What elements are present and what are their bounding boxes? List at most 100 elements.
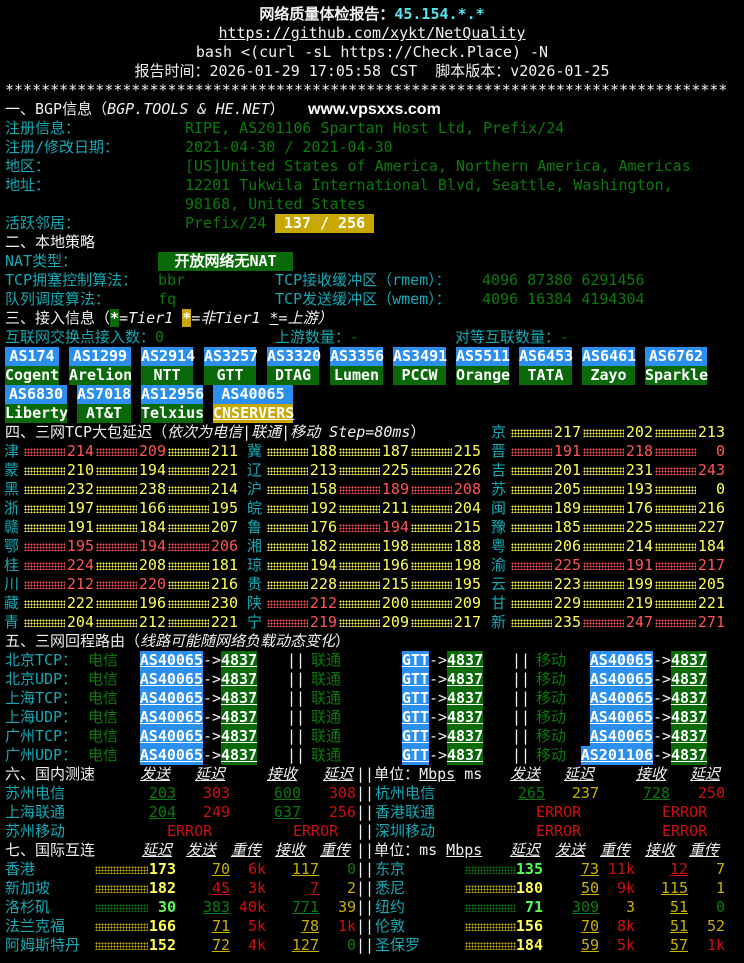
latency-value: 189 [553, 499, 581, 517]
province-name: 陕 [247, 594, 263, 612]
province-name: 晋 [491, 442, 507, 460]
speed-latency: 303 [202, 784, 230, 802]
latency-value: 192 [309, 499, 337, 517]
latency-dots [655, 543, 696, 551]
speed-mbps: 637 [273, 803, 301, 821]
legend-tier1: =Tier1 [119, 309, 183, 327]
route-hop-as: AS40065 [139, 670, 203, 689]
as-number: AS1299 [69, 347, 131, 366]
as-provider-name: Zayo [582, 366, 635, 385]
intl-send: 71 [211, 917, 230, 935]
column-header: 重传 [600, 841, 631, 859]
latency-value: 206 [210, 537, 238, 555]
intl-retrans: 5k [616, 936, 635, 954]
route-arrow: -> [429, 708, 448, 726]
route-separator: || [287, 670, 306, 688]
latency-dots [655, 448, 696, 456]
section-routes-title: 五、三网回程路由（线路可能随网络负载动态变化） [5, 632, 350, 651]
latency-value: 209 [381, 613, 409, 631]
carrier-label: 电信 [88, 746, 119, 764]
latency-dots [511, 524, 552, 532]
column-header: 重传 [320, 841, 351, 859]
section-domestic-title: 六、国内测速 [5, 765, 96, 783]
latency-value: 205 [697, 575, 725, 593]
latency-dots [411, 581, 452, 589]
province-name: 豫 [491, 518, 507, 536]
latency-value: 184 [138, 518, 166, 536]
routes-note: 线路可能随网络负载动态变化 [140, 632, 336, 650]
intl-send: 73 [580, 860, 599, 878]
latency-dots [511, 581, 552, 589]
column-separator: || [356, 784, 375, 802]
province-name: 赣 [4, 518, 20, 536]
route-hop-as: GTT [401, 689, 429, 708]
latency-value: 196 [138, 594, 166, 612]
latency-dots [339, 505, 380, 513]
latency-dots [583, 581, 624, 589]
intl-latency: 182 [148, 879, 176, 897]
latency-value: 202 [625, 423, 653, 441]
latency-value: 229 [553, 594, 581, 612]
as-provider-name: Cogent [5, 366, 60, 385]
as-number: AS2914 [141, 347, 196, 366]
latency-value: 204 [66, 613, 94, 631]
carrier-label: 联通 [311, 746, 342, 764]
province-name: 湘 [247, 537, 263, 555]
repo-link[interactable]: https://github.com/xykt/NetQuality [218, 24, 526, 42]
route-arrow: -> [429, 670, 448, 688]
unit-mbps: Mbps [446, 841, 483, 859]
latency-dots [339, 600, 380, 608]
as-provider-name: GTT [204, 366, 256, 385]
latency-value: 215 [381, 575, 409, 593]
latency-value: 201 [553, 461, 581, 479]
latency-dots [267, 524, 308, 532]
latency-note: 依次为电信|联通|移动 Step=80ms [167, 423, 411, 441]
report-time: 2026-01-29 17:05:58 CST [209, 62, 418, 80]
as-provider-name: Liberty [5, 404, 69, 423]
latency-dots [24, 581, 65, 589]
latency-value: 214 [66, 442, 94, 460]
report-title-label: 网络质量体检报告： [259, 5, 395, 23]
separator-line: ****************************************… [5, 81, 728, 99]
route-arrow: -> [203, 746, 222, 764]
intl-send: 59 [580, 936, 599, 954]
province-name: 冀 [247, 442, 263, 460]
route-label: 广州TCP： [5, 727, 78, 745]
route-arrow: -> [653, 651, 672, 669]
latency-dots [583, 543, 624, 551]
latency-dots [465, 866, 516, 874]
as-number: AS6830 [5, 385, 67, 404]
route-arrow: -> [429, 689, 448, 707]
latency-dots [583, 619, 624, 627]
latency-value: 219 [309, 613, 337, 631]
latency-dots [411, 486, 452, 494]
latency-dots [411, 467, 452, 475]
speed-location: 上海联通 [5, 803, 66, 821]
latency-value: 225 [381, 461, 409, 479]
latency-value: 215 [453, 518, 481, 536]
route-separator: || [512, 708, 531, 726]
cc-label: TCP拥塞控制算法： [5, 271, 138, 289]
dates-label: 注册/修改日期： [5, 138, 120, 156]
intl-send: 309 [571, 898, 599, 916]
latency-dots [96, 543, 137, 551]
latency-value: 194 [381, 518, 409, 536]
latency-dots [24, 543, 65, 551]
latency-value: 215 [453, 442, 481, 460]
latency-dots [267, 600, 308, 608]
latency-value: 228 [309, 575, 337, 593]
intl-retrans: 1 [715, 879, 725, 897]
latency-value: 222 [66, 594, 94, 612]
column-header: 发送 [510, 765, 541, 783]
latency-value: 158 [309, 480, 337, 498]
intl-retrans: 6k [247, 860, 266, 878]
column-header: 延迟 [195, 765, 226, 783]
route-hop-isp: 4837 [221, 651, 258, 670]
latency-dots [96, 524, 137, 532]
latency-dots [511, 486, 552, 494]
route-arrow: -> [653, 727, 672, 745]
latency-value: 220 [138, 575, 166, 593]
latency-value: 231 [625, 461, 653, 479]
latency-dots [511, 429, 552, 437]
latency-value: 209 [453, 594, 481, 612]
